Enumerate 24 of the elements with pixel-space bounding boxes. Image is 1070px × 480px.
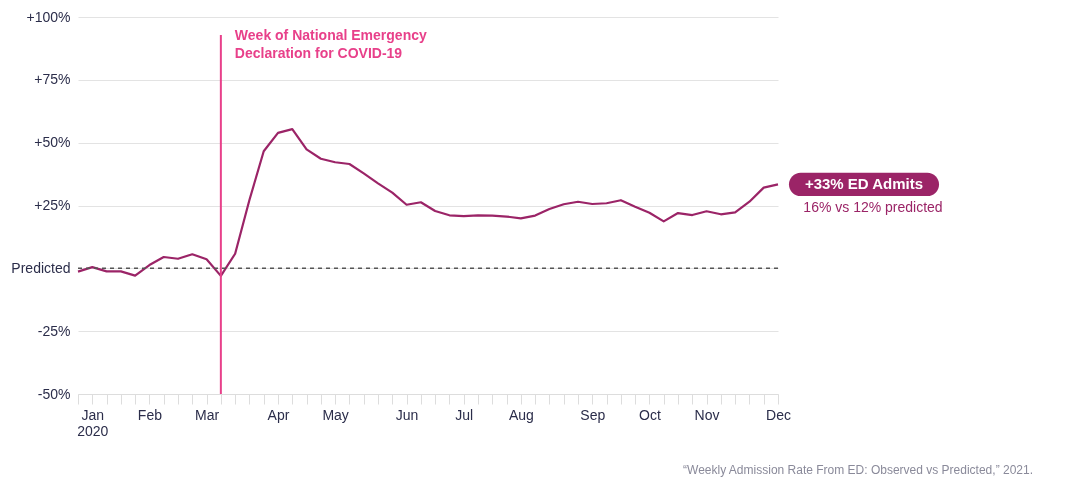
y-tick-label: Predicted bbox=[11, 259, 71, 276]
ref-line-label: Week of National Emergency Declaration for COVID-19 bbox=[234, 27, 427, 61]
x-tick-label: Feb bbox=[137, 406, 163, 423]
x-tick-label: Mar bbox=[195, 406, 220, 423]
text: “Weekly Admission Rate From ED: Observed vs Predicted,” 2021. bbox=[683, 463, 1033, 477]
y-tick-label: -50% bbox=[37, 385, 71, 402]
annotation: +33% ED Admits bbox=[804, 175, 924, 193]
x-tick-label: Jan 2020 bbox=[77, 406, 109, 439]
x-tick-label: Apr bbox=[267, 406, 290, 423]
x-tick-label: Jul bbox=[455, 406, 474, 423]
y-tick-label: +50% bbox=[34, 134, 71, 151]
line-series bbox=[76, 128, 780, 277]
text: 16% vs 12% predicted bbox=[803, 199, 943, 216]
y-tick-label: +75% bbox=[34, 71, 71, 88]
x-tick-label: Sep bbox=[580, 406, 606, 423]
x-tick-label: May bbox=[322, 406, 349, 423]
y-tick-label: +100% bbox=[26, 8, 71, 25]
x-tick-label: Aug bbox=[508, 406, 534, 423]
x-tick-label: Jun bbox=[395, 406, 419, 423]
x-tick-label: Dec bbox=[766, 406, 791, 423]
y-tick-label: -25% bbox=[37, 322, 71, 339]
x-tick-label: Oct bbox=[639, 406, 661, 423]
x-tick-label: Nov bbox=[694, 406, 720, 423]
y-tick-label: +25% bbox=[34, 197, 71, 213]
